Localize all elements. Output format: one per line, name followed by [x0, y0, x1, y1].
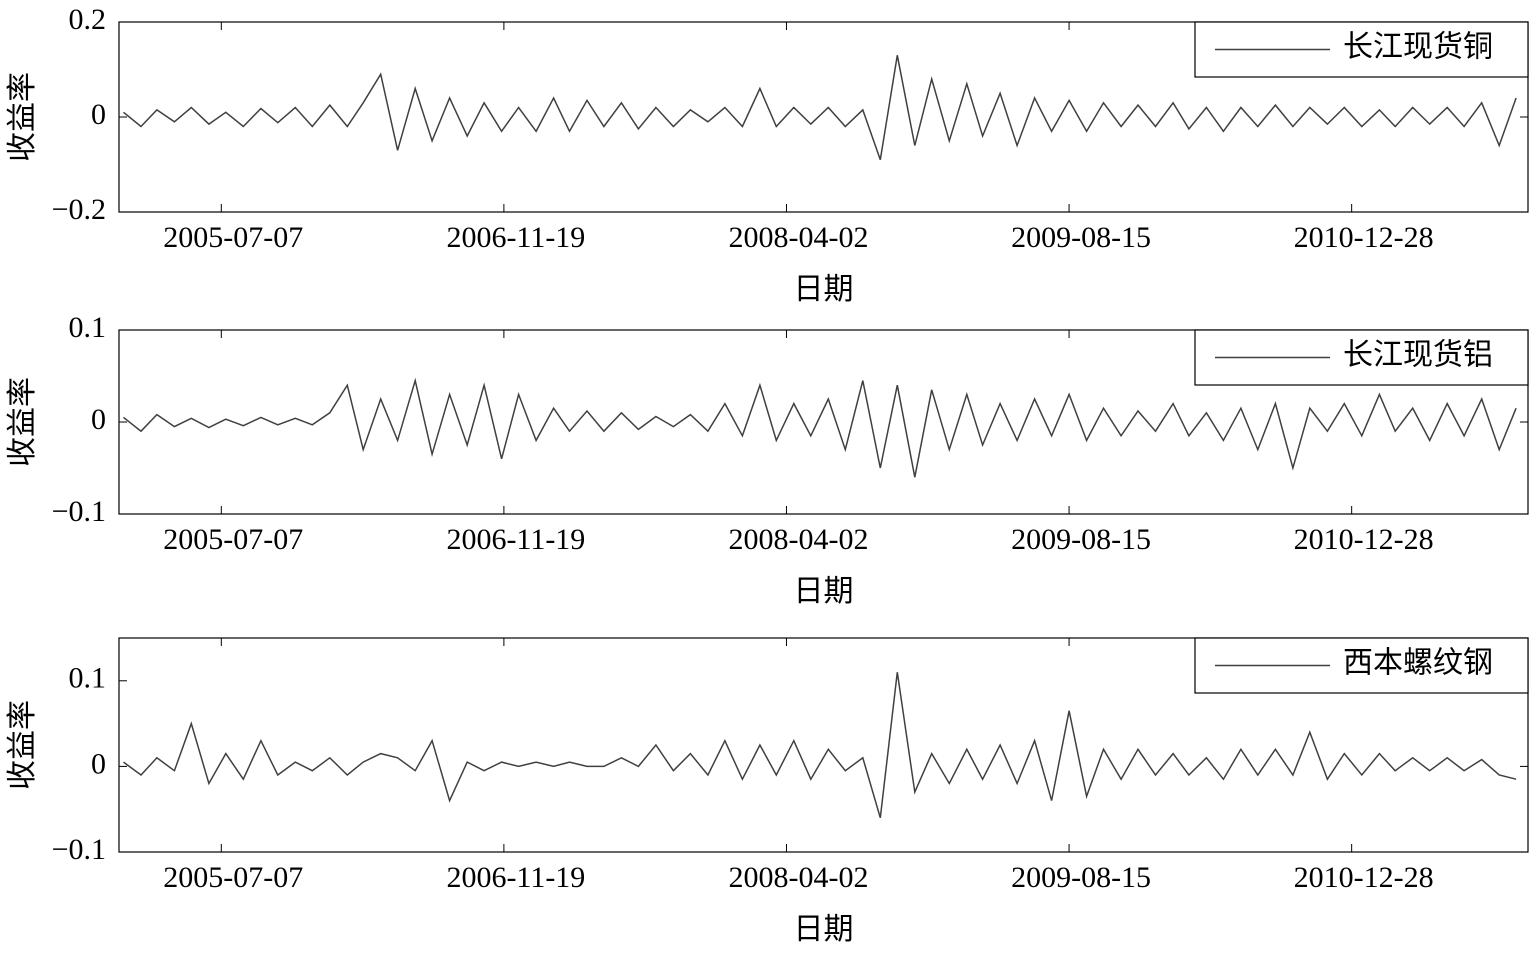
y-axis-label: 收益率 — [6, 72, 39, 162]
x-tick-label: 2010-12-28 — [1294, 221, 1434, 254]
x-tick-label: 2006-11-19 — [446, 523, 585, 556]
data-line — [123, 377, 1517, 478]
y-tick-label: 0 — [91, 747, 106, 780]
plot-frame — [118, 637, 1529, 853]
x-tick-label: 2008-04-02 — [728, 523, 868, 556]
y-tick-label: −0.2 — [52, 193, 106, 226]
data-line — [123, 55, 1517, 161]
x-tick-label: 2006-11-19 — [446, 221, 585, 254]
x-tick-label: 2010-12-28 — [1294, 861, 1434, 894]
x-tick-label: 2008-04-02 — [728, 861, 868, 894]
x-axis-label: 日期 — [794, 913, 854, 946]
y-tick-label: −0.1 — [52, 833, 106, 866]
x-tick-label: 2005-07-07 — [163, 221, 303, 254]
x-tick-label: 2008-04-02 — [728, 221, 868, 254]
y-axis-label: 收益率 — [6, 377, 39, 467]
x-tick-label: 2006-11-19 — [446, 861, 585, 894]
y-tick-label: −0.1 — [52, 495, 106, 528]
x-tick-label: 2005-07-07 — [163, 861, 303, 894]
x-tick-label: 2010-12-28 — [1294, 523, 1434, 556]
legend-label: 西本螺纹钢 — [1343, 646, 1493, 679]
y-tick-label: 0.1 — [69, 662, 107, 695]
x-tick-label: 2009-08-15 — [1011, 861, 1151, 894]
x-tick-label: 2005-07-07 — [163, 523, 303, 556]
x-axis-label: 日期 — [794, 575, 854, 608]
y-tick-label: 0.1 — [69, 311, 107, 344]
x-tick-label: 2009-08-15 — [1011, 221, 1151, 254]
x-tick-label: 2009-08-15 — [1011, 523, 1151, 556]
data-line — [123, 672, 1517, 819]
legend-box — [1194, 329, 1529, 386]
legend-label: 长江现货铝 — [1343, 338, 1493, 371]
y-axis-label: 收益率 — [6, 700, 39, 790]
legend-label: 长江现货铜 — [1343, 30, 1493, 63]
y-tick-label: 0 — [91, 98, 106, 131]
y-tick-label: 0 — [91, 403, 106, 436]
x-axis-label: 日期 — [794, 273, 854, 306]
y-tick-label: 0.2 — [69, 3, 107, 36]
